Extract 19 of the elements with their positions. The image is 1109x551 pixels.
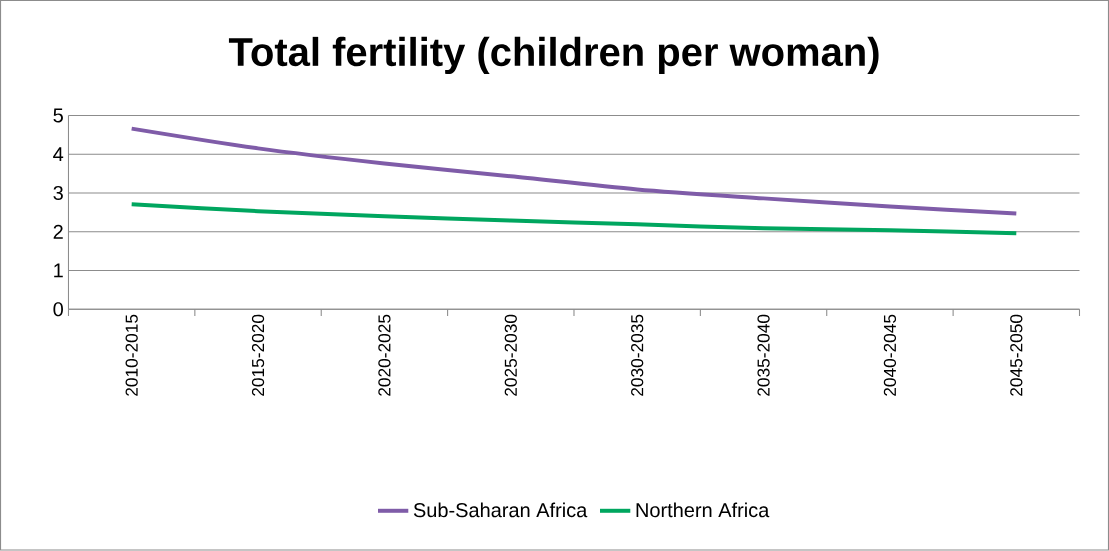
x-tick-label: 2015-2020 <box>251 314 265 397</box>
y-tick-label: 3 <box>53 186 63 201</box>
x-tick-label: 2020-2025 <box>378 314 391 397</box>
x-tick-label: 2030-2035 <box>631 314 644 397</box>
x-tick-label: 2025-2030 <box>504 314 517 397</box>
y-tick-label: 2 <box>53 224 63 239</box>
x-tick-label: 2010-2015 <box>125 314 138 397</box>
y-tick-label: 1 <box>54 263 63 278</box>
line-series <box>129 202 1019 236</box>
chart-title: Total fertility (children per woman) <box>228 37 879 75</box>
y-tick-label: 5 <box>53 108 63 123</box>
line-series <box>129 126 1019 216</box>
x-tick-label: 2040-2045 <box>883 314 897 397</box>
y-tick-label: 4 <box>53 147 64 162</box>
legend-label: Northern Africa <box>636 502 770 518</box>
x-tick-label: 2035-2040 <box>757 314 770 397</box>
x-tick-label: 2045-2050 <box>1010 314 1023 397</box>
legend-label: Sub-Saharan Africa <box>413 502 588 518</box>
y-tick-label: 0 <box>53 302 63 317</box>
